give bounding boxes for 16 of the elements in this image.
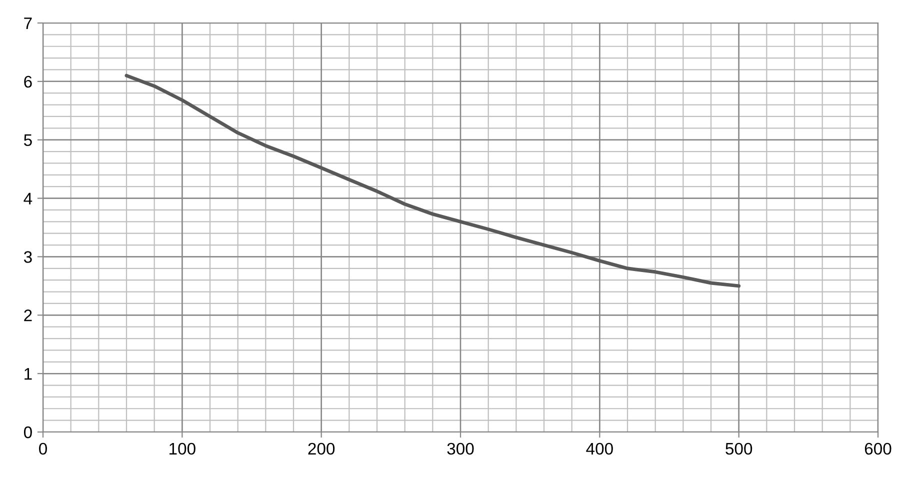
x-tick-label: 600	[864, 442, 892, 455]
line-series	[124, 74, 741, 288]
y-tick-label: 5	[24, 134, 32, 146]
x-tick-label: 100	[170, 442, 196, 455]
y-tick-label: 2	[24, 310, 32, 322]
x-tick-label: 500	[726, 442, 752, 455]
x-tick-label: 300	[447, 442, 474, 455]
x-tick-label: 200	[308, 442, 335, 455]
y-tick-label: 0	[24, 426, 32, 438]
y-tick-label: 6	[24, 76, 32, 88]
y-tick-label: 3	[24, 251, 32, 263]
x-tick-label: 400	[586, 442, 613, 455]
x-tick-label: 0	[39, 442, 47, 455]
y-tick-label: 7	[24, 18, 32, 30]
y-tick-label: 1	[24, 368, 32, 380]
y-tick-label: 4	[24, 192, 32, 204]
